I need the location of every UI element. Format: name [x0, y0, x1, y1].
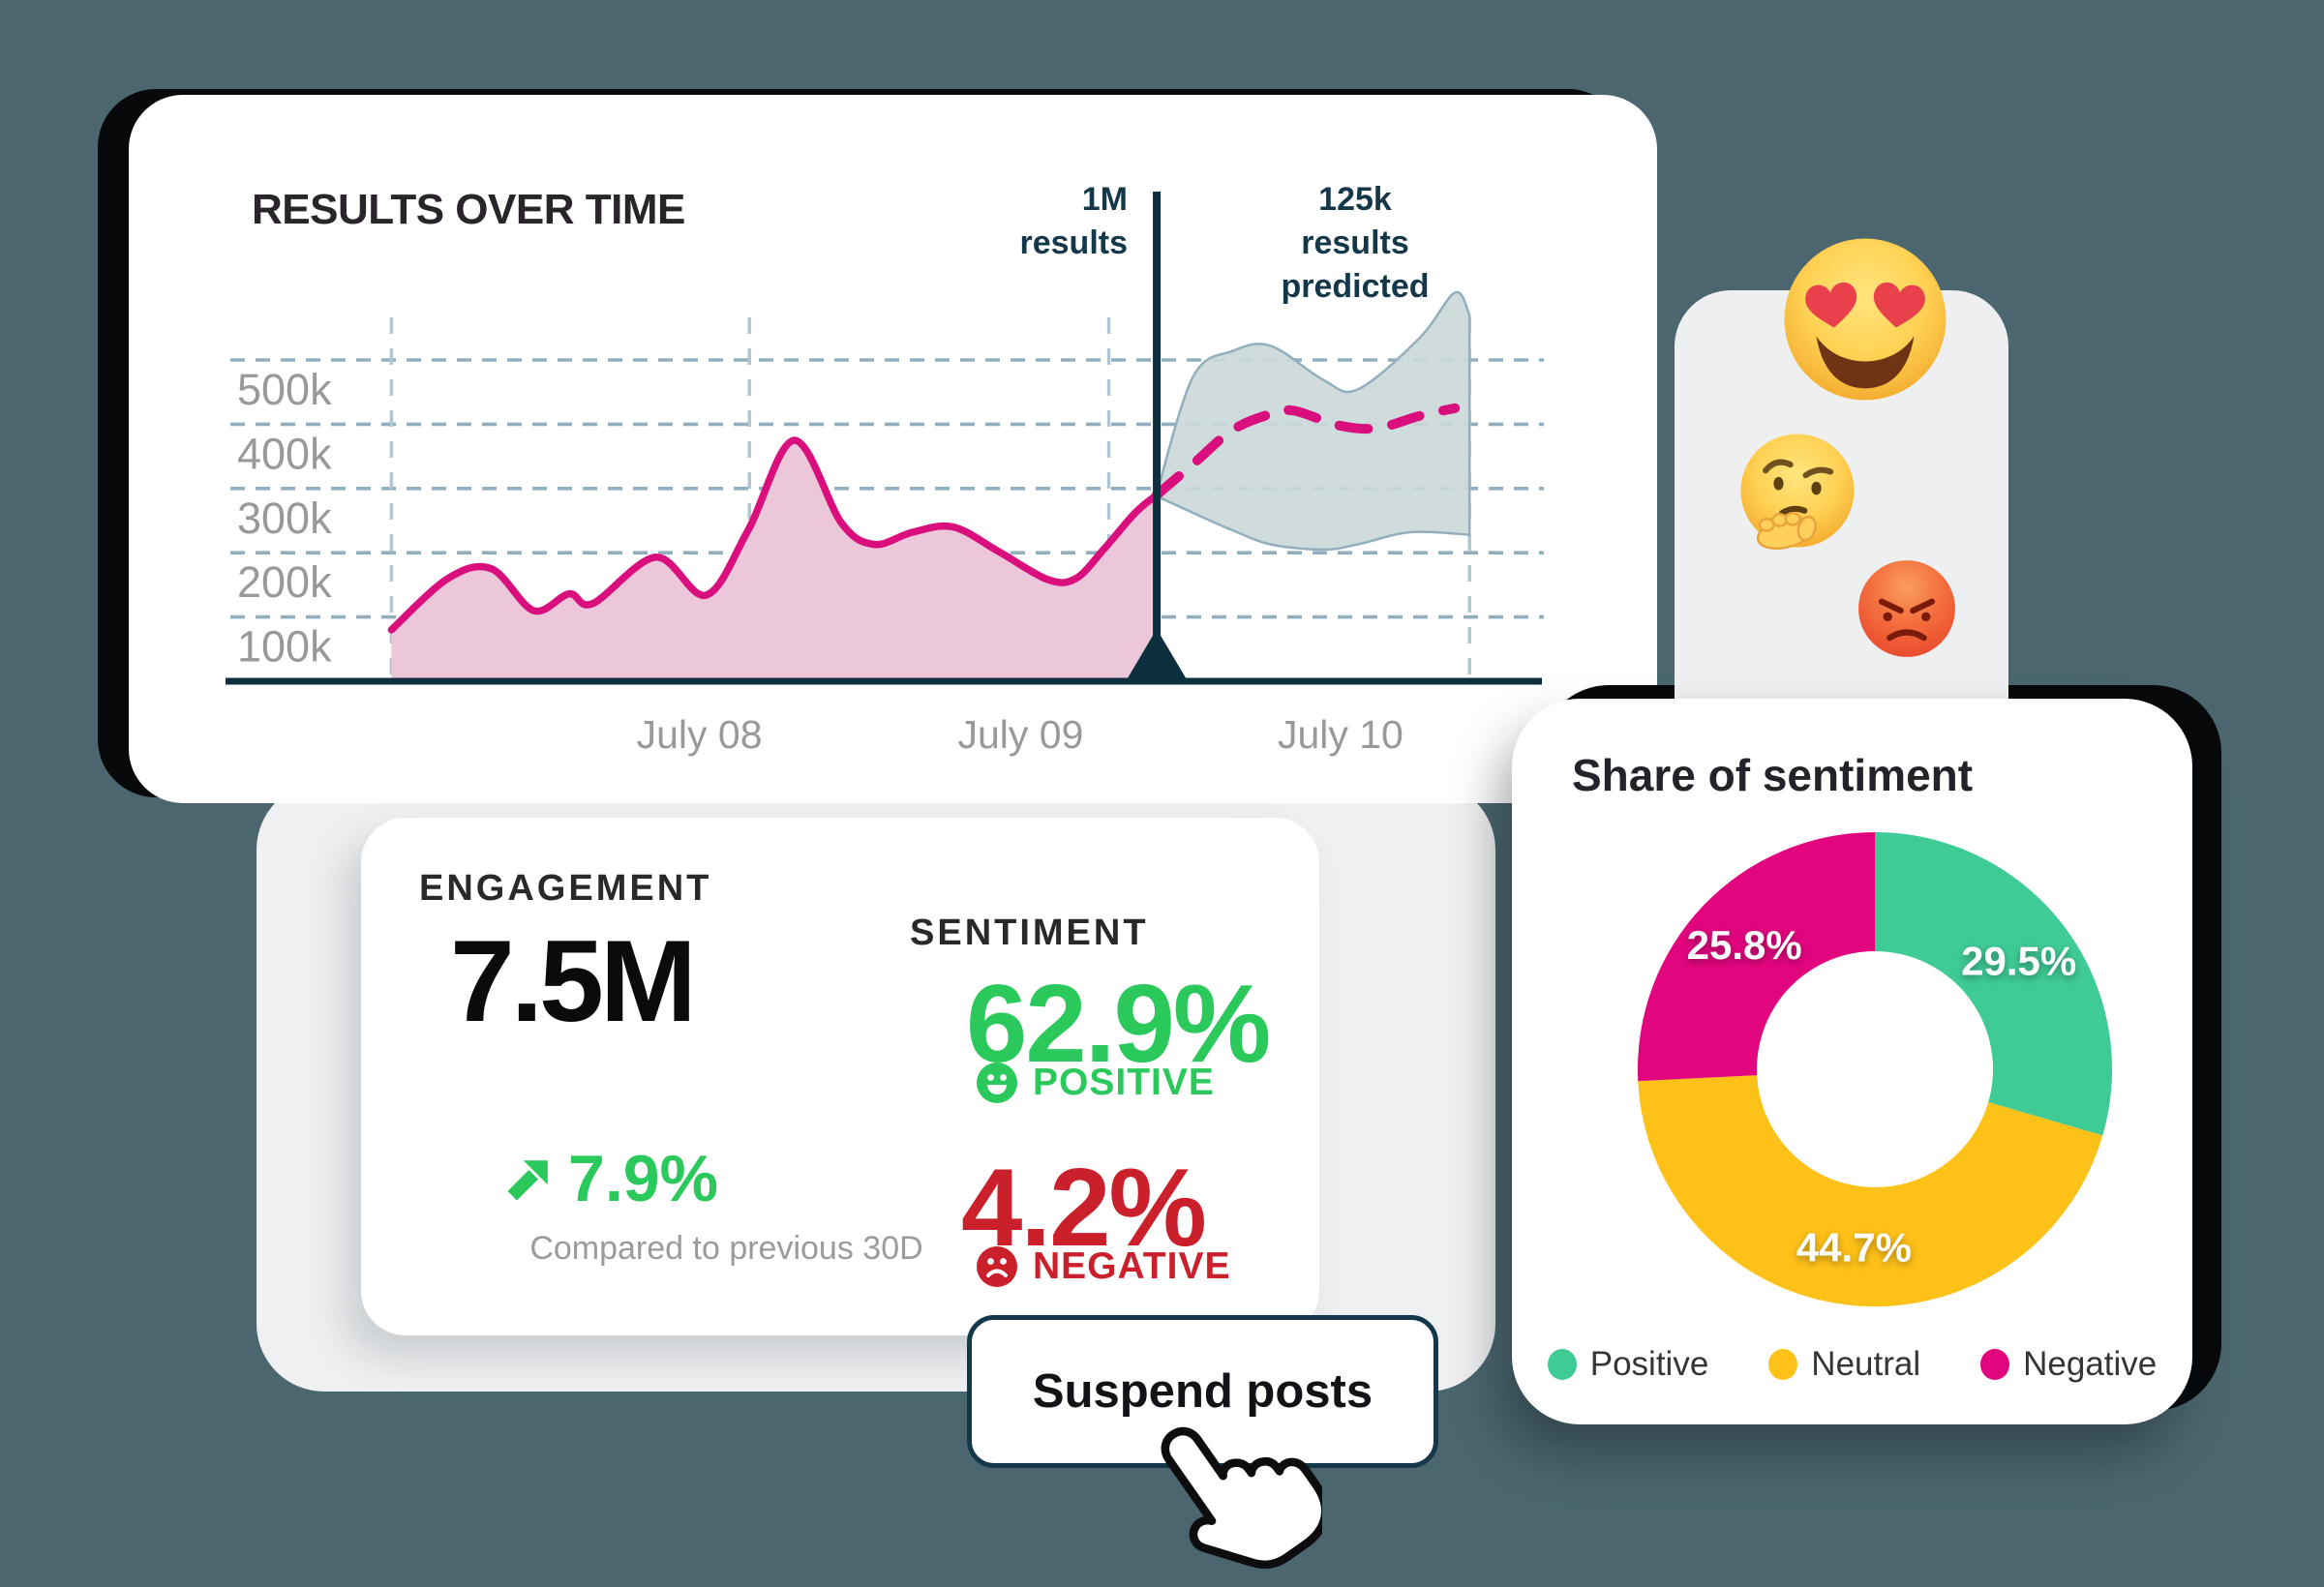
legend-item-negative: Negative [1980, 1345, 2157, 1384]
legend-label: Positive [1589, 1345, 1709, 1383]
svg-text:400k: 400k [237, 429, 332, 478]
annotation-line: results [1301, 225, 1409, 262]
legend-label: Neutral [1811, 1345, 1921, 1383]
svg-text:500k: 500k [237, 365, 332, 414]
svg-text:200k: 200k [237, 557, 332, 607]
share-of-sentiment-card: Share of sentiment 29.5% 44.7% 25.8% Posit… [1512, 699, 2192, 1424]
negative-label: NEGATIVE [1033, 1245, 1231, 1287]
results-over-time-card: RESULTS OVER TIME 1M results 125k result… [129, 95, 1657, 803]
legend-dot-icon [1768, 1349, 1798, 1380]
engagement-delta-value: 7.9% [568, 1142, 718, 1215]
svg-text:July 10: July 10 [1278, 712, 1403, 757]
engagement-delta: 7.9% [506, 1141, 718, 1216]
svg-text:July 08: July 08 [637, 712, 763, 757]
arrow-up-right-icon [507, 1160, 548, 1201]
svg-text:100k: 100k [237, 622, 332, 672]
angry-emoji [1858, 560, 1955, 657]
annotation-line: 125k [1318, 181, 1392, 218]
heart-eyes-emoji [1784, 238, 1947, 401]
predicted-results-annotation: 125k results predicted [1200, 178, 1510, 310]
donut-slice-neutral [1638, 1075, 2103, 1307]
sentiment-donut-chart: 29.5% 44.7% 25.8% [1637, 832, 2113, 1307]
smiley-face-icon [977, 1063, 1017, 1103]
sentiment-heading: SENTIMENT [910, 913, 1149, 953]
donut-slice-negative [1637, 832, 1875, 1082]
current-results-annotation: 1M results [1020, 178, 1129, 265]
donut-label-positive: 29.5% [1961, 938, 2076, 983]
annotation-line: results [1019, 225, 1129, 262]
results-area-chart: 500k 400k 300k 200k 100k July 08 July 09 July 1… [226, 192, 1544, 757]
legend-dot-icon [1547, 1349, 1577, 1380]
donut-label-negative: 25.8% [1687, 922, 1802, 968]
annotation-line: 1M [1081, 181, 1128, 218]
legend-dot-icon [1980, 1349, 2010, 1380]
stats-card: ENGAGEMENT 7.5M 7.9% Compared to previou… [361, 818, 1319, 1335]
results-card-title: RESULTS OVER TIME [252, 186, 685, 233]
sentiment-card-title: Share of sentiment [1572, 750, 1974, 800]
positive-row: POSITIVE [976, 1062, 1215, 1104]
positive-label: POSITIVE [1033, 1062, 1215, 1103]
legend-label: Negative [2023, 1345, 2158, 1383]
negative-row: NEGATIVE [976, 1245, 1230, 1288]
frown-face-icon [977, 1246, 1017, 1287]
annotation-line: predicted [1281, 268, 1430, 306]
donut-slice-positive [1875, 832, 2113, 1136]
donut-label-neutral: 44.7% [1796, 1225, 1912, 1271]
engagement-heading: ENGAGEMENT [419, 868, 712, 909]
positive-percentage: 62.9% [966, 963, 1271, 1086]
legend-item-neutral: Neutral [1768, 1345, 1920, 1384]
hand-pointer-icon [1161, 1426, 1322, 1570]
svg-text:July 09: July 09 [957, 712, 1083, 757]
engagement-value: 7.5M [450, 916, 697, 1046]
svg-text:300k: 300k [237, 494, 332, 543]
donut-legend: Positive Neutral Negative [1512, 1345, 2192, 1384]
engagement-caption: Compared to previous 30D [529, 1230, 923, 1267]
legend-item-positive: Positive [1547, 1345, 1709, 1384]
thinking-emoji [1740, 434, 1855, 550]
